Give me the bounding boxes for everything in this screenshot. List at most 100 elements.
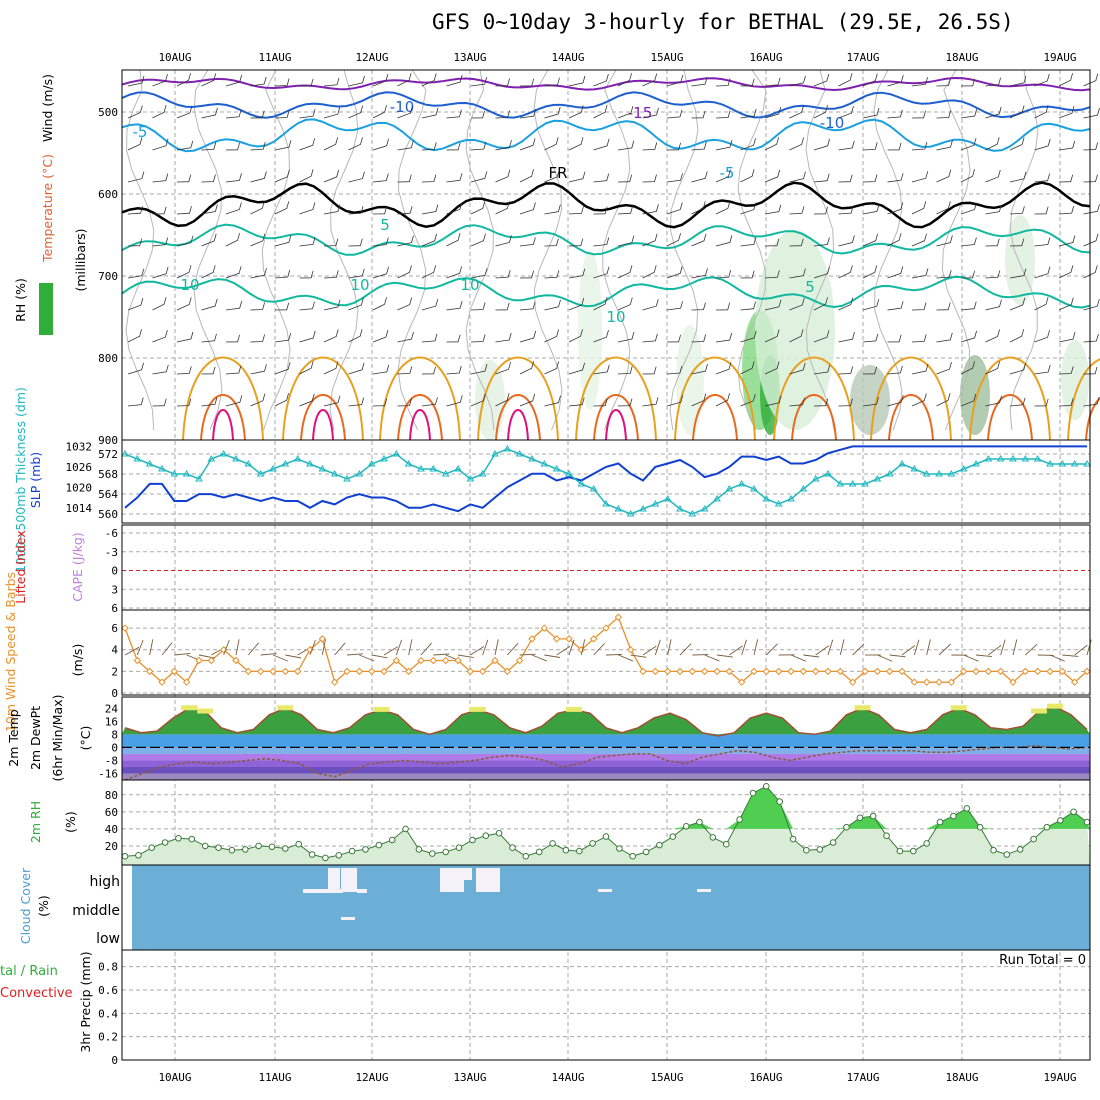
wind-barb-10m xyxy=(334,642,346,656)
wind-barb xyxy=(715,169,731,183)
wind-speed-marker xyxy=(158,678,166,686)
wind-barb xyxy=(372,398,388,407)
wind-barb xyxy=(372,73,389,87)
wind-barb xyxy=(299,237,316,247)
wind-barb xyxy=(397,206,413,215)
wind-speed-marker xyxy=(515,656,524,665)
wind-barb xyxy=(642,142,658,151)
rh-marker xyxy=(896,847,904,855)
rh-marker xyxy=(348,847,356,855)
thickness-marker xyxy=(774,500,783,507)
wind-barb xyxy=(421,174,437,183)
wind-barb xyxy=(838,331,855,343)
wind-barb xyxy=(372,173,389,183)
rh-contour-line xyxy=(465,69,495,431)
temp-peak-highlight xyxy=(950,705,967,711)
rh-marker xyxy=(495,829,503,837)
wind-barb xyxy=(250,302,265,311)
wind-barb xyxy=(911,110,926,119)
wind-barb-10m xyxy=(963,654,979,662)
temp-units-label: (°C) xyxy=(78,726,93,751)
wind-barb-10m xyxy=(877,654,893,662)
wind-barb xyxy=(201,204,218,215)
wind-axis-label: Wind (m/s) xyxy=(40,74,55,142)
rh-marker xyxy=(161,839,169,846)
wind-barb xyxy=(838,140,855,151)
wind-barb xyxy=(887,233,902,247)
thickness-marker xyxy=(380,455,388,462)
thickness-marker xyxy=(158,465,166,472)
rh-marker xyxy=(816,846,824,853)
wind-barb xyxy=(274,78,290,87)
temp-contour-5 xyxy=(121,223,1091,256)
thickness-marker xyxy=(811,475,820,482)
thickness-marker xyxy=(861,480,869,487)
wind-barb-10m xyxy=(926,639,931,656)
bottom-date-label: 12AUG xyxy=(355,1071,388,1084)
wind-barb xyxy=(666,202,683,215)
panel-frame-wind10 xyxy=(121,609,1091,696)
wind-barb xyxy=(1034,206,1049,215)
thickness-marker xyxy=(589,485,598,492)
wind-barb-10m xyxy=(913,639,920,656)
wind-barb xyxy=(397,366,413,375)
wind-barb xyxy=(1009,297,1026,311)
wind-barb xyxy=(495,362,511,375)
rh-marker xyxy=(883,832,890,840)
wind-barb-10m xyxy=(124,646,140,656)
wind-barb xyxy=(593,364,610,375)
wind-barb xyxy=(225,109,242,119)
thickness-marker xyxy=(873,475,882,482)
thickness-marker xyxy=(195,475,203,482)
wind-barb xyxy=(1083,204,1100,215)
wind-barb xyxy=(495,78,510,87)
wind-barb xyxy=(470,141,487,151)
wind-speed-marker xyxy=(182,678,191,686)
rh-contour-line xyxy=(397,69,427,431)
temp-peak-highlight xyxy=(469,706,486,712)
thickness-marker xyxy=(1021,455,1030,462)
wind-barb xyxy=(936,110,952,119)
wind-barb xyxy=(323,77,340,87)
wind-barb-10m xyxy=(371,654,388,659)
rh-marker xyxy=(1057,817,1064,824)
wind-barb xyxy=(715,332,733,343)
wind-barb xyxy=(691,233,707,247)
wind-barb xyxy=(789,238,804,247)
thickness-marker xyxy=(1083,460,1091,467)
temp-peak-highlight xyxy=(854,705,871,711)
bottom-date-label: 14AUG xyxy=(551,1071,584,1084)
temp-color-band xyxy=(122,734,1090,748)
wind-barb xyxy=(691,334,707,343)
wind-barb xyxy=(985,299,1002,311)
wind-barb xyxy=(911,302,927,311)
rh-marker xyxy=(388,836,396,844)
rh-marker xyxy=(923,840,931,847)
wind-barb xyxy=(274,140,292,151)
wind-barb xyxy=(201,233,217,247)
wind-barb xyxy=(936,139,953,151)
thickness-marker xyxy=(1046,460,1054,467)
wind-barb xyxy=(960,169,975,183)
thickness-marker xyxy=(145,460,154,467)
precip-tick-label: 0.4 xyxy=(98,1007,118,1020)
wind-barb-10m xyxy=(630,654,647,658)
wind-barb xyxy=(838,265,853,279)
wind-barb xyxy=(789,329,804,343)
wind-barb xyxy=(225,142,240,151)
wind-barb xyxy=(544,395,561,407)
temperature-axis-label: Temperature (°C) xyxy=(40,154,55,263)
top-date-label: 13AUG xyxy=(453,51,486,64)
cape-tick-label: 3 xyxy=(111,583,118,596)
wind-barb xyxy=(397,265,412,279)
wind-barb-10m xyxy=(803,654,820,658)
wind-barb-10m xyxy=(580,639,586,656)
temp-peak-highlight xyxy=(1030,708,1047,714)
wind-barb-10m xyxy=(839,639,845,656)
wind-barb xyxy=(593,329,609,343)
wind-speed-marker xyxy=(454,656,462,665)
warm-contour-15 xyxy=(379,356,461,441)
wind-speed-marker xyxy=(133,656,142,665)
wind-barb xyxy=(348,75,365,87)
rh-shading xyxy=(1005,215,1035,305)
